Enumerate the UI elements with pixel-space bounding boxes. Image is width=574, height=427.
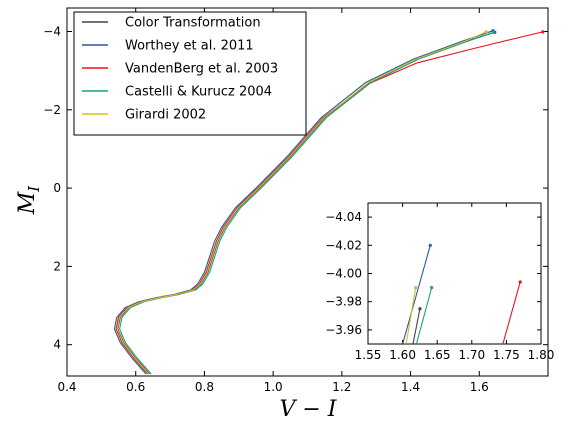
legend-entry: Girardi 2002 xyxy=(125,108,206,123)
y-axis-label-sub: I xyxy=(25,185,43,193)
legend: Color Transformation Worthey et al. 2011 V… xyxy=(73,11,307,136)
x-tick-label: 1.80 xyxy=(528,348,555,362)
series-end-point-4 xyxy=(484,30,488,34)
x-tick-label: 1.60 xyxy=(389,348,416,362)
y-tick-label: −3.96 xyxy=(325,323,362,337)
inset-series xyxy=(402,243,522,344)
series-end-point-3 xyxy=(492,30,496,34)
series-line-4 xyxy=(405,287,417,344)
series-line-3 xyxy=(415,287,433,344)
legend-entry: VandenBerg et al. 2003 xyxy=(125,62,278,77)
main-series xyxy=(113,29,545,375)
series-end-point-2 xyxy=(541,30,545,34)
x-tick-label: 0.8 xyxy=(195,380,214,394)
y-axis-label: MI xyxy=(15,185,43,216)
main-ticks: 0.4 0.6 0.8 1.0 1.2 1.4 1.6 −4 −2 0 2 4 xyxy=(43,8,548,394)
series-end-point-2 xyxy=(518,280,522,284)
series-end-point-0 xyxy=(418,307,422,311)
y-tick-label: 2 xyxy=(53,259,61,273)
inset-ticks: 1.55 1.60 1.65 1.70 1.75 1.80 −4.04 −4.02 −4.00 −… xyxy=(325,203,554,362)
x-tick-label: 1.55 xyxy=(355,348,382,362)
x-tick-label: 1.70 xyxy=(458,348,485,362)
y-axis-label-text: M xyxy=(15,191,40,215)
y-tick-label: −4 xyxy=(43,24,61,38)
series-line-2 xyxy=(502,281,521,344)
x-tick-label: 1.0 xyxy=(264,380,283,394)
series-line-0 xyxy=(412,308,421,344)
series-line-3 xyxy=(119,31,494,375)
series-end-point-4 xyxy=(414,286,418,290)
x-tick-label: 1.65 xyxy=(424,348,451,362)
y-tick-label: −4.02 xyxy=(325,238,362,252)
y-tick-label: −4.00 xyxy=(325,267,362,281)
legend-entry: Worthey et al. 2011 xyxy=(125,39,254,54)
y-tick-label: 0 xyxy=(53,181,61,195)
x-tick-label: 1.2 xyxy=(332,380,351,394)
series-line-1 xyxy=(402,245,431,344)
legend-entry: Castelli & Kurucz 2004 xyxy=(125,85,272,100)
x-axis-label: V − I xyxy=(279,397,337,422)
y-tick-label: −3.98 xyxy=(325,295,362,309)
y-tick-label: −4.04 xyxy=(325,210,362,224)
main-plot-frame xyxy=(66,7,549,377)
series-line-4 xyxy=(116,31,487,375)
x-tick-label: 0.6 xyxy=(126,380,145,394)
x-tick-label: 1.4 xyxy=(401,380,420,394)
x-tick-label: 1.6 xyxy=(470,380,489,394)
series-end-point-1 xyxy=(428,243,432,247)
series-end-point-3 xyxy=(430,286,434,290)
inset-plot-frame xyxy=(367,202,542,345)
legend-entry: Color Transformation xyxy=(125,16,261,31)
series-line-1 xyxy=(113,30,494,375)
y-tick-label: −2 xyxy=(43,103,61,117)
x-tick-label: 0.4 xyxy=(57,380,76,394)
x-axis-label-text: V − xyxy=(279,397,327,422)
x-tick-label: 1.75 xyxy=(493,348,520,362)
y-tick-label: 4 xyxy=(53,338,61,352)
x-axis-label-var: I xyxy=(327,397,338,422)
legend-box xyxy=(73,11,307,136)
